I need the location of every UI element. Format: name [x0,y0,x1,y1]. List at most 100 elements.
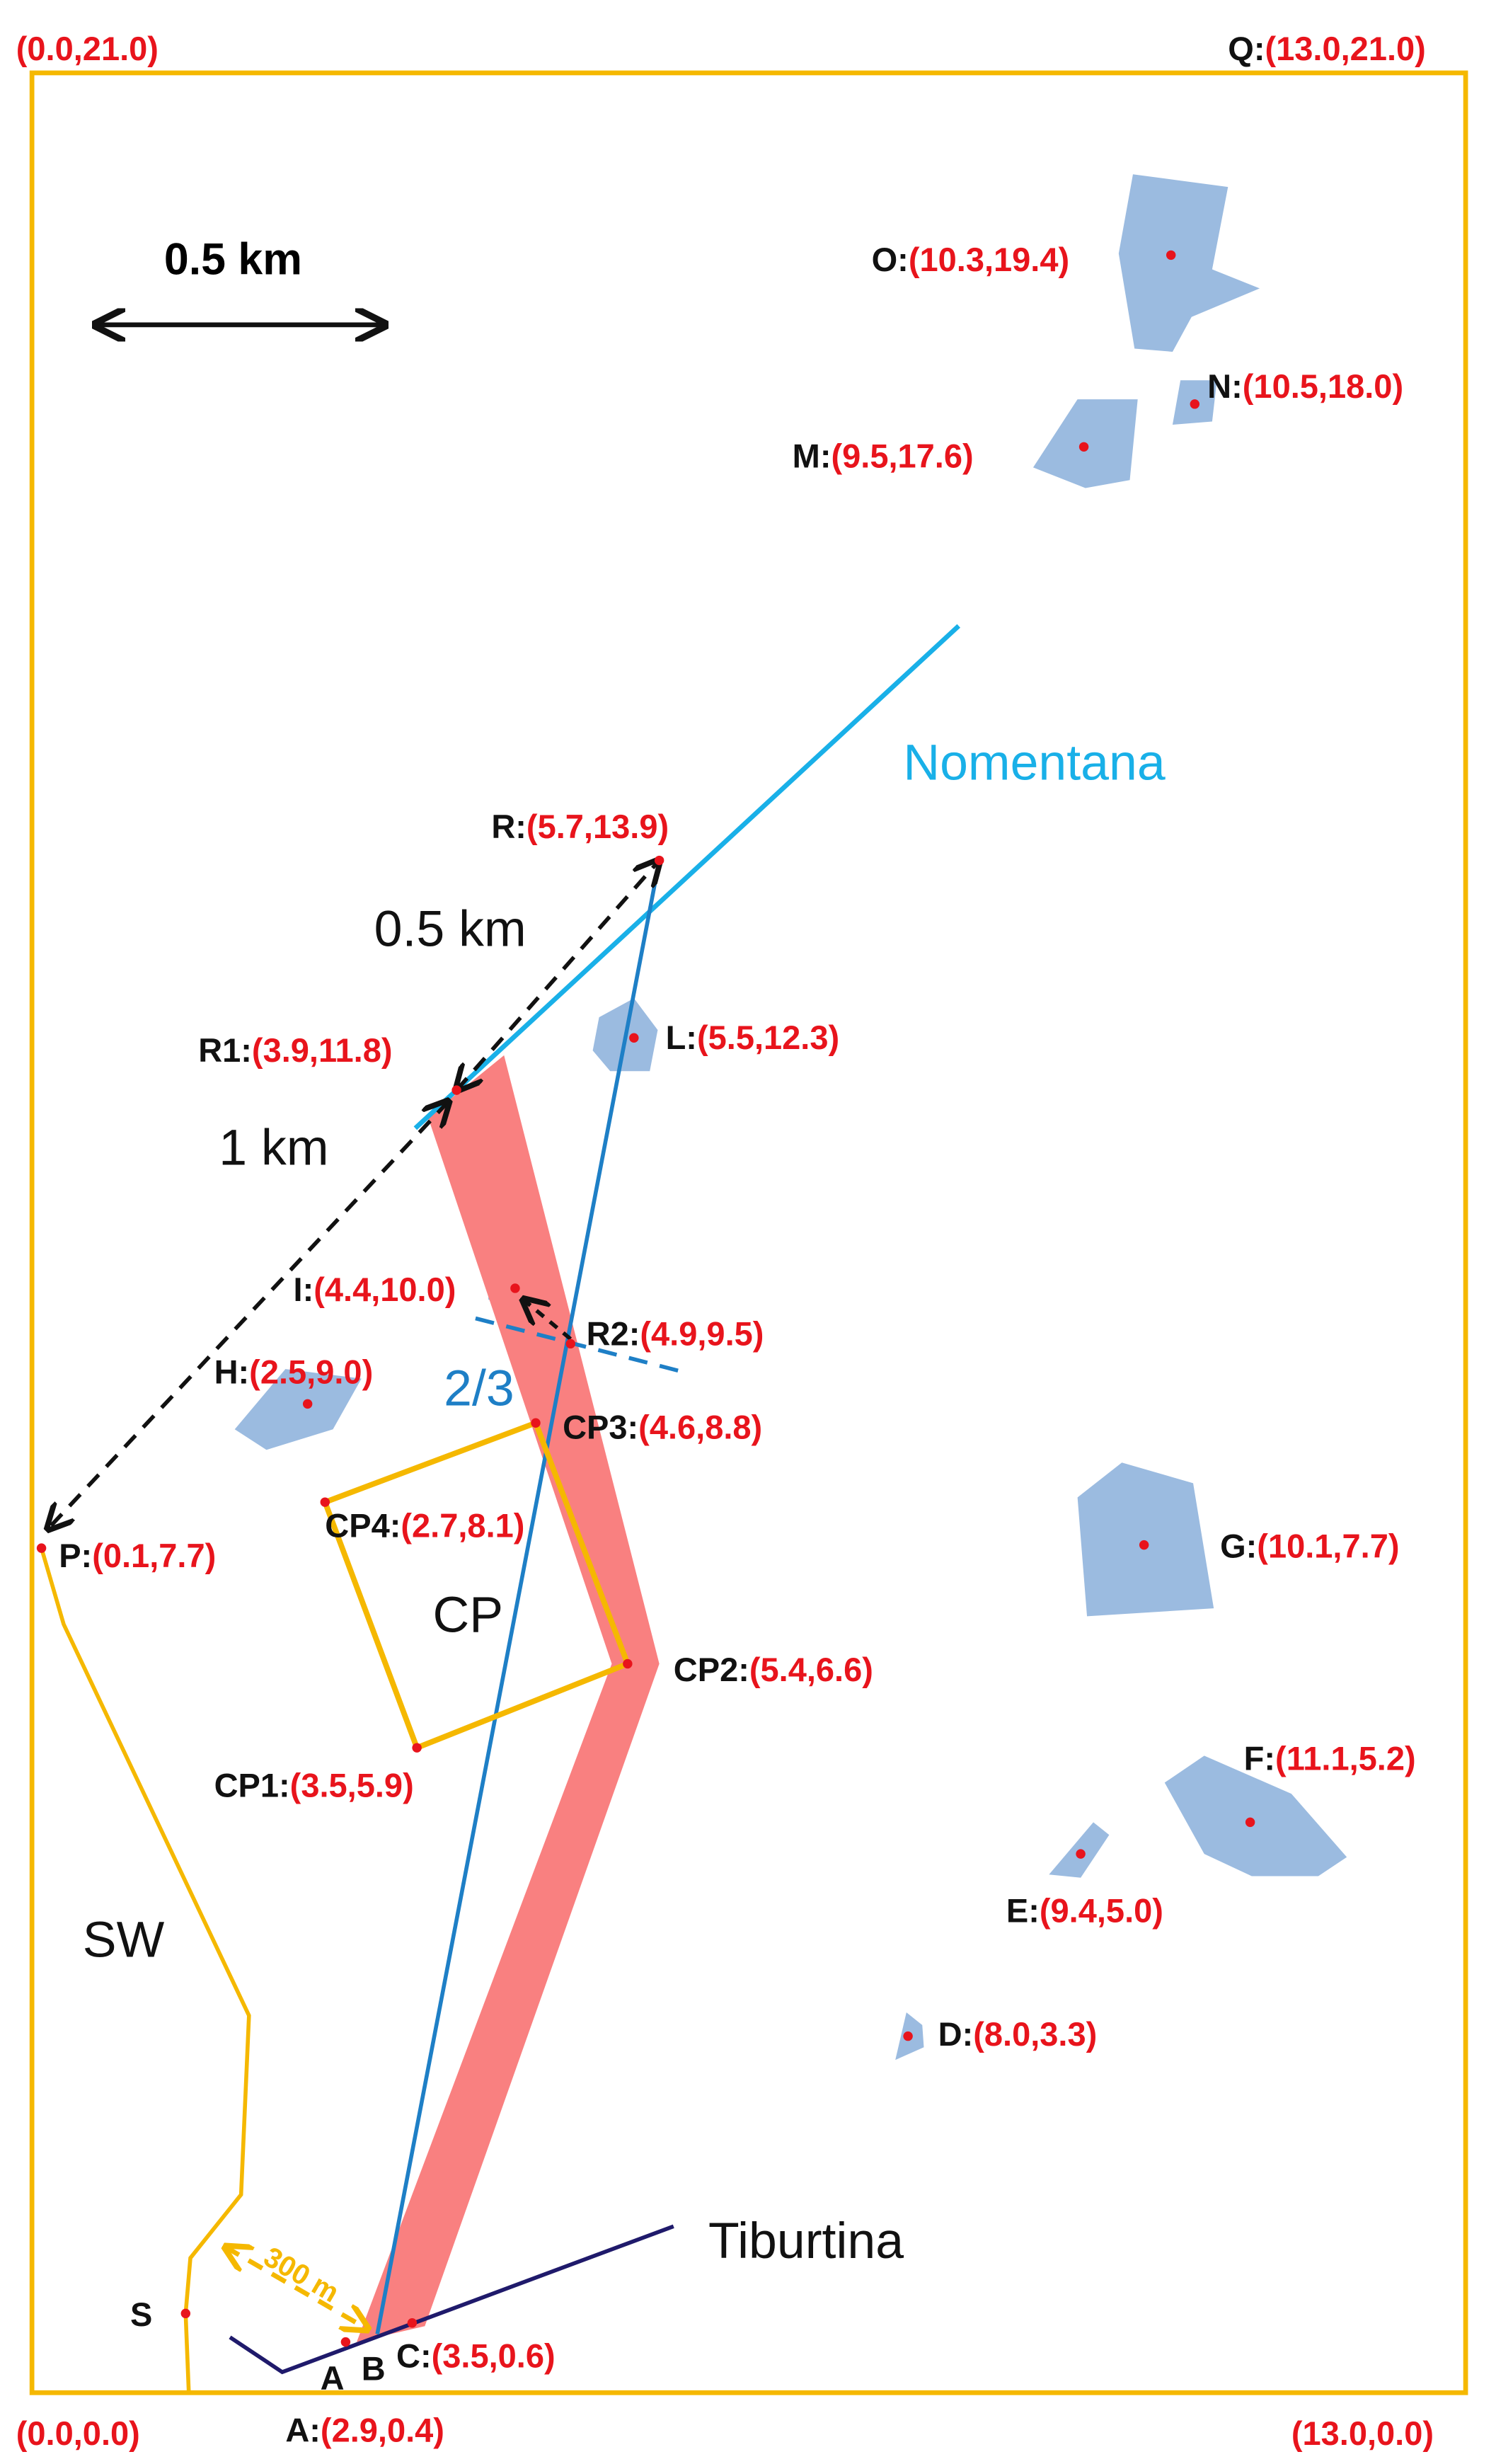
corner-label: (0.0,21.0) [16,30,159,67]
point-coord: (3.5,0.6) [432,2337,556,2374]
point-label: CP2:(5.4,6.6) [674,1651,873,1688]
point-coord: (2.9,0.4) [321,2412,444,2449]
point [451,1085,461,1095]
point-coord: (5.7,13.9) [527,808,669,845]
point-label: B [362,2349,386,2387]
point-name: R2: [587,1315,640,1353]
point-coord: (8.0,3.3) [973,2015,1097,2053]
point [623,1658,633,1669]
point-coord: (5.4,6.6) [749,1651,873,1688]
boundary [29,70,1468,2395]
point-coord: (10.1,7.7) [1257,1528,1399,1565]
point [302,1399,313,1409]
point-label: P:(0.1,7.7) [59,1537,216,1574]
point-name: G: [1220,1528,1257,1565]
point-name: CP4: [325,1506,401,1544]
point-coord: (11.1,5.2) [1275,1739,1416,1777]
point-name: D: [938,2015,974,2053]
point [1190,399,1199,409]
point-name: CP2: [674,1651,749,1688]
corner-label: (13.0,0.0) [1291,2414,1434,2452]
point [340,2337,351,2347]
point-coord: (9.5,17.6) [831,437,973,474]
point-label: A:(2.9,0.4) [285,2412,444,2449]
point-name: N: [1207,367,1243,405]
direct-line [375,860,662,2334]
point-coord: (0.1,7.7) [92,1537,216,1574]
scale-label: 0.5 km [164,234,302,284]
point [531,1418,541,1428]
point-label: E:(9.4,5.0) [1006,1891,1163,1929]
point-coord: (9.4,5.0) [1040,1891,1163,1929]
point-coord: (10.3,19.4) [909,241,1069,278]
walk-arrow [225,2247,367,2329]
point-name: M: [793,437,832,474]
distance-label: 0.5 km [374,900,527,957]
point-coord: (2.7,8.1) [401,1506,524,1544]
buildings [234,174,1347,2061]
point-coord: (10.5,18.0) [1243,367,1403,405]
area-label: CP [433,1587,504,1644]
tiburtina-road [229,2224,674,2375]
point-name: L: [666,1019,697,1056]
point-label: Q:(13.0,21.0) [1228,30,1426,67]
distance-arrow [48,1101,449,1529]
point-name: Q: [1228,30,1265,67]
point-coord: (3.9,11.8) [252,1031,393,1069]
point-label: R1:(3.9,11.8) [198,1031,392,1069]
point-coord: (5.5,12.3) [697,1019,839,1056]
point [407,2318,418,2328]
point-label: D:(8.0,3.3) [938,2015,1098,2053]
point-name: A: [285,2412,321,2449]
point [510,1283,520,1293]
point [180,2308,191,2319]
point-name: O: [872,241,909,278]
point-label: N:(10.5,18.0) [1207,367,1403,405]
road-label: Tiburtina [708,2213,904,2269]
sw-boundary [39,1547,251,2393]
point-label: C:(3.5,0.6) [396,2337,556,2374]
point-label: CP3:(4.6,8.8) [563,1409,762,1446]
point [1139,1540,1149,1550]
walk-label: 300 m [258,2241,344,2309]
point [36,1543,47,1553]
point-label: L:(5.5,12.3) [666,1019,840,1056]
point-coord: (4.9,9.5) [640,1315,764,1353]
point [629,1033,639,1043]
point [320,1497,330,1507]
point-label: R2:(4.9,9.5) [587,1315,764,1353]
point-coord: (4.4,10.0) [313,1271,456,1308]
point-label: H:(2.5,9.0) [214,1353,374,1390]
point-coord: (2.5,9.0) [249,1353,373,1390]
point-name: R1: [198,1031,252,1069]
point-coord: (13.0,21.0) [1265,30,1426,67]
ratio-line [475,1316,679,1373]
point-label: R:(5.7,13.9) [491,808,669,845]
area-label: SW [83,1912,165,1969]
point-label: F:(11.1,5.2) [1244,1739,1416,1777]
point [1076,1849,1086,1859]
ratio-label: 2/3 [444,1360,514,1417]
point-coord: (3.5,5.9) [290,1767,414,1804]
point-name: C: [396,2337,432,2374]
road-label: Nomentana [903,734,1165,791]
point-label: CP1:(3.5,5.9) [214,1767,414,1804]
point-name: I: [294,1271,314,1308]
route-band [357,1055,660,2342]
point-label: S [130,2296,152,2333]
point-name: CP1: [214,1767,290,1804]
point [412,1743,422,1753]
point [903,2031,913,2041]
point-name: H: [214,1353,250,1390]
point-name: E: [1006,1891,1040,1929]
distance-label: 1 km [219,1119,328,1176]
point-name: P: [59,1537,92,1574]
point-label: CP4:(2.7,8.1) [325,1506,524,1544]
point [565,1339,575,1349]
distance-arrow [456,861,660,1091]
point-label: I:(4.4,10.0) [294,1271,456,1308]
point [1166,250,1176,260]
point [654,855,664,866]
